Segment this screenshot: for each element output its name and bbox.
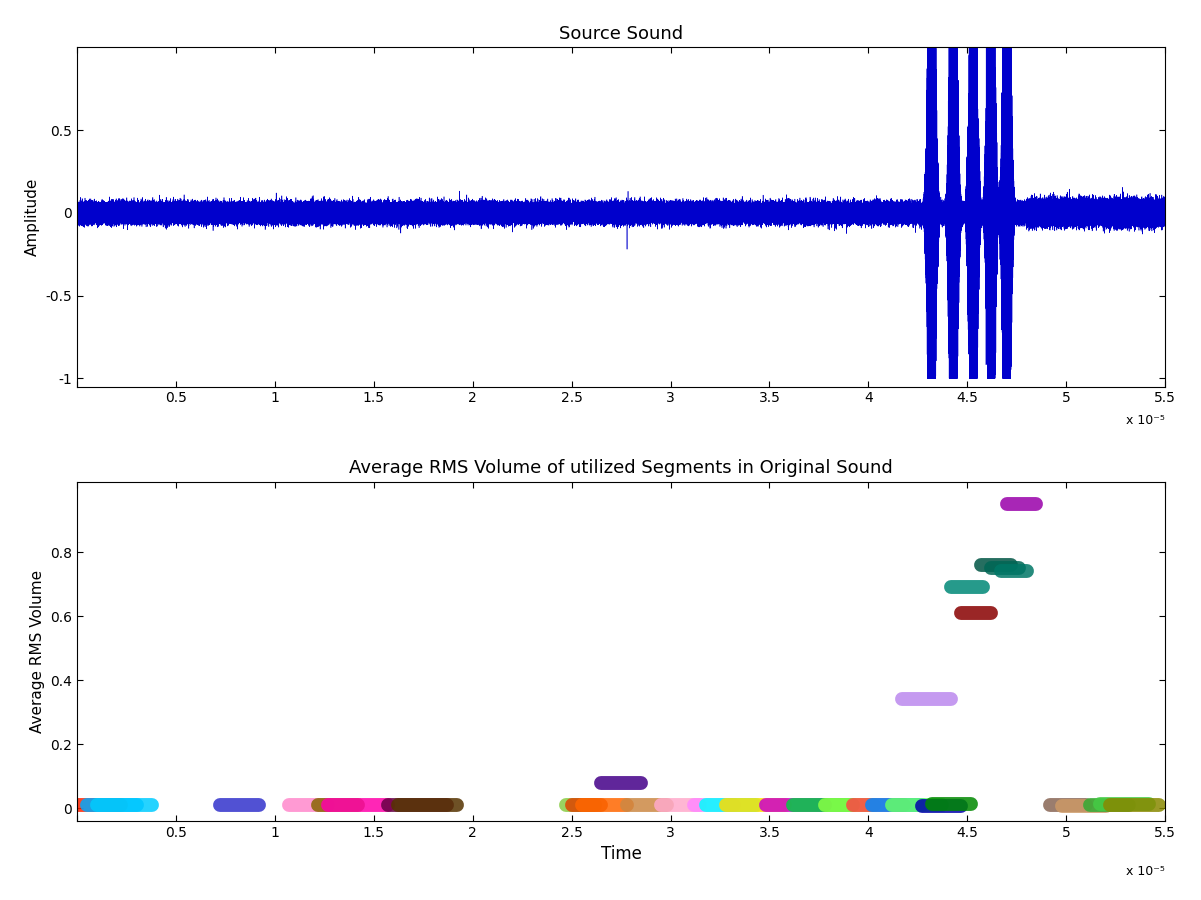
Text: x 10⁻⁵: x 10⁻⁵ — [1127, 414, 1165, 427]
Y-axis label: Average RMS Volume: Average RMS Volume — [30, 570, 44, 733]
Text: x 10⁻⁵: x 10⁻⁵ — [1127, 865, 1165, 878]
Title: Average RMS Volume of utilized Segments in Original Sound: Average RMS Volume of utilized Segments … — [349, 460, 894, 478]
X-axis label: Time: Time — [600, 845, 641, 863]
Title: Source Sound: Source Sound — [558, 25, 683, 43]
Y-axis label: Amplitude: Amplitude — [25, 178, 40, 256]
